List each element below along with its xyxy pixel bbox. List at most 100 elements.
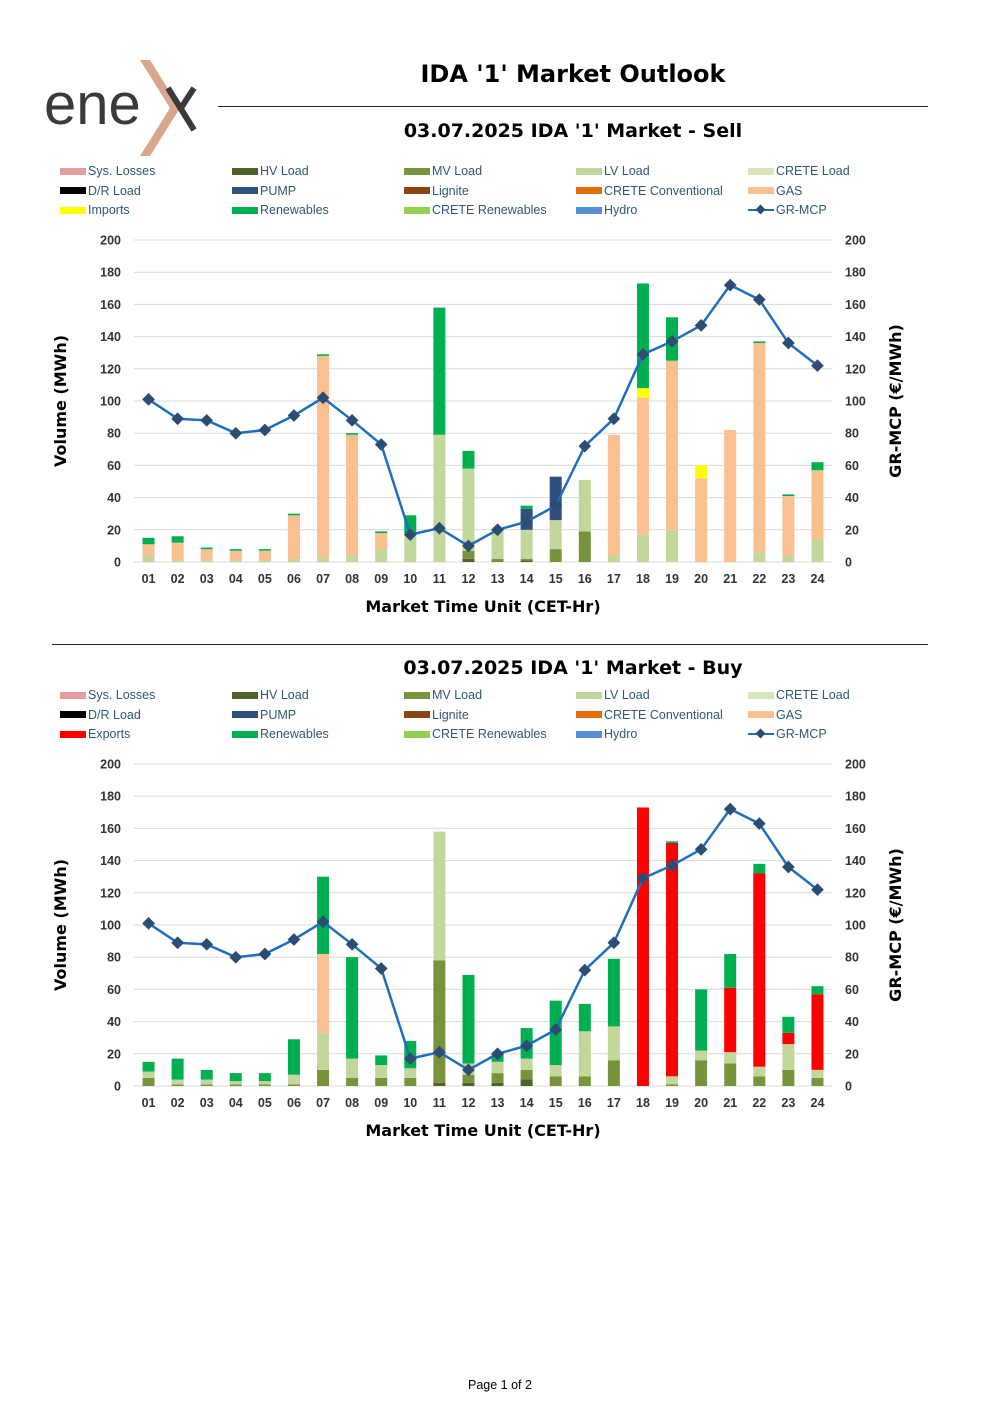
bar-lv-load-07 bbox=[317, 557, 330, 562]
bar-renewables-02 bbox=[171, 1058, 184, 1080]
bar-lv-load-19 bbox=[666, 1076, 679, 1085]
legend-swatch bbox=[60, 187, 86, 194]
y-tick-label: 60 bbox=[107, 459, 121, 473]
y-tick-label: 180 bbox=[100, 266, 121, 280]
bar-exports-23 bbox=[782, 1032, 795, 1045]
bar-lv-load-23 bbox=[782, 555, 795, 562]
bar-renewables-19 bbox=[666, 841, 679, 843]
x-tick-label: 20 bbox=[694, 1096, 708, 1110]
legend-label: Hydro bbox=[604, 203, 638, 217]
x-tick-label: 13 bbox=[491, 1096, 505, 1110]
y2-tick-label: 80 bbox=[845, 951, 859, 965]
bar-imports-20 bbox=[695, 465, 708, 479]
bar-renewables-01 bbox=[142, 537, 155, 545]
x-tick-label: 07 bbox=[316, 572, 330, 586]
x-tick-label: 23 bbox=[781, 572, 795, 586]
legend-item-mv-load: MV Load bbox=[404, 688, 482, 702]
legend-swatch bbox=[404, 167, 430, 175]
header-rule bbox=[218, 106, 928, 107]
legend-swatch bbox=[404, 730, 430, 738]
legend-swatch bbox=[748, 691, 774, 699]
y-tick-label: 160 bbox=[100, 298, 121, 312]
y-tick-label: 160 bbox=[100, 822, 121, 836]
legend-label: Lignite bbox=[432, 183, 469, 198]
bar-renewables-09 bbox=[375, 1055, 388, 1066]
legend-item-gr-mcp: GR-MCP bbox=[748, 727, 827, 741]
bar-lv-load-12 bbox=[462, 468, 475, 551]
y2-tick-label: 100 bbox=[845, 919, 866, 933]
y2-tick-label: 0 bbox=[845, 556, 852, 570]
gr-mcp-point-03 bbox=[200, 937, 214, 951]
legend-item-imports: Imports bbox=[60, 203, 130, 217]
x-tick-label: 20 bbox=[694, 572, 708, 586]
legend-swatch bbox=[60, 730, 86, 738]
legend-swatch bbox=[232, 691, 258, 699]
bar-lv-load-16 bbox=[578, 1031, 591, 1077]
bar-gas-21 bbox=[724, 429, 737, 562]
bar-mv-load-15 bbox=[549, 549, 562, 562]
legend-label: GAS bbox=[776, 707, 803, 722]
y-axis-label: Volume (MWh) bbox=[51, 859, 70, 991]
legend-label: CRETE Load bbox=[776, 688, 850, 702]
bar-mv-load-16 bbox=[578, 1076, 591, 1086]
bar-lv-load-04 bbox=[229, 1081, 242, 1085]
bar-mv-load-14 bbox=[520, 1069, 533, 1080]
x-tick-label: 18 bbox=[636, 1096, 650, 1110]
gr-mcp-point-08 bbox=[345, 413, 359, 427]
bar-lv-load-15 bbox=[549, 1065, 562, 1077]
bar-gas-23 bbox=[782, 495, 795, 556]
bar-lv-load-08 bbox=[346, 1058, 359, 1078]
legend-swatch bbox=[404, 187, 430, 194]
legend-label: LV Load bbox=[604, 164, 650, 178]
bar-renewables-17 bbox=[607, 958, 620, 1027]
legend-swatch bbox=[404, 691, 430, 699]
bar-renewables-07 bbox=[317, 876, 330, 954]
x-tick-label: 16 bbox=[578, 572, 592, 586]
x-tick-label: 15 bbox=[549, 1096, 563, 1110]
logo-text: ene bbox=[44, 72, 152, 137]
legend-item-gas: GAS bbox=[748, 708, 802, 722]
legend-item-renewables: Renewables bbox=[232, 727, 329, 741]
legend-swatch bbox=[748, 711, 774, 718]
bar-mv-load-02 bbox=[171, 1084, 184, 1086]
bar-exports-24 bbox=[811, 994, 824, 1070]
bar-lv-load-07 bbox=[317, 1032, 330, 1070]
bar-gas-01 bbox=[142, 544, 155, 556]
y2-tick-label: 20 bbox=[845, 523, 859, 537]
legend-swatch bbox=[60, 167, 86, 175]
gr-mcp-line bbox=[147, 807, 819, 1072]
bar-renewables-08 bbox=[346, 957, 359, 1059]
x-tick-label: 01 bbox=[142, 1096, 156, 1110]
y-tick-label: 20 bbox=[107, 523, 121, 537]
bar-mv-load-08 bbox=[346, 1077, 359, 1086]
bar-lv-load-01 bbox=[142, 555, 155, 562]
legend-label: D/R Load bbox=[88, 183, 141, 198]
bar-hv-load-14 bbox=[520, 560, 533, 562]
bar-renewables-04 bbox=[229, 1073, 242, 1082]
bar-mv-load-04 bbox=[229, 1084, 242, 1086]
bar-lv-load-20 bbox=[695, 1050, 708, 1061]
bar-hv-load-13 bbox=[491, 1082, 504, 1086]
legend-label: MV Load bbox=[432, 164, 483, 178]
legend-item-d-r-load: D/R Load bbox=[60, 708, 141, 722]
bar-lv-load-01 bbox=[142, 1071, 155, 1078]
bar-renewables-02 bbox=[171, 536, 184, 543]
y-tick-label: 200 bbox=[100, 758, 121, 772]
legend-item-exports: Exports bbox=[60, 727, 130, 741]
bar-gas-07 bbox=[317, 355, 330, 558]
legend-swatch bbox=[576, 187, 602, 194]
bar-renewables-03 bbox=[200, 1069, 213, 1080]
legend-item-d-r-load: D/R Load bbox=[60, 184, 141, 198]
bar-lv-load-04 bbox=[229, 560, 242, 562]
y2-axis-label: GR-MCP (€/MWh) bbox=[886, 848, 905, 1002]
y-tick-label: 40 bbox=[107, 491, 121, 505]
legend-swatch bbox=[232, 711, 258, 718]
bar-renewables-04 bbox=[229, 549, 242, 551]
x-tick-label: 07 bbox=[316, 1096, 330, 1110]
x-tick-label: 08 bbox=[345, 572, 359, 586]
legend-label: Lignite bbox=[432, 707, 469, 722]
bar-lv-load-17 bbox=[607, 1026, 620, 1061]
bar-mv-load-15 bbox=[549, 1076, 562, 1086]
bar-gas-09 bbox=[375, 533, 388, 550]
